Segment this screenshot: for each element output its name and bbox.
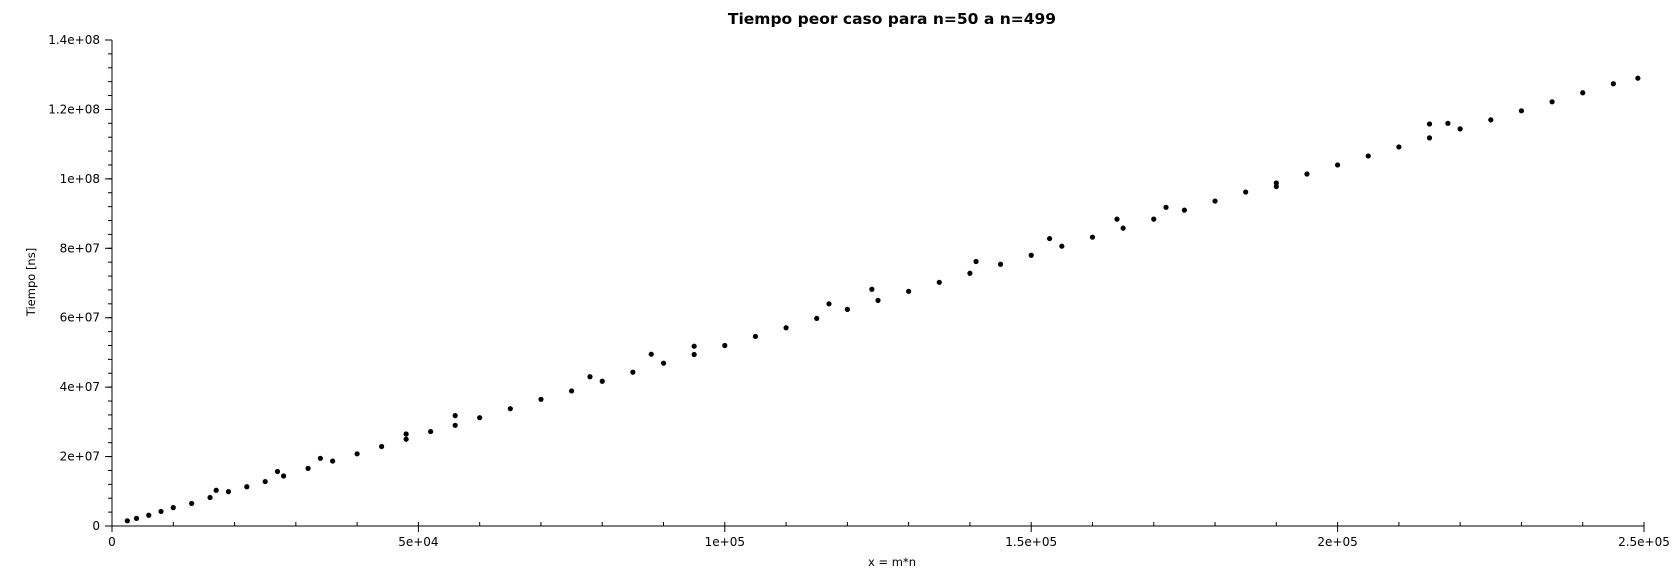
- data-point: [648, 351, 654, 357]
- y-tick-label: 1.2e+08: [48, 102, 100, 116]
- data-point: [1120, 225, 1126, 231]
- data-point: [330, 458, 336, 464]
- data-point: [691, 343, 697, 349]
- data-point: [1028, 252, 1034, 258]
- data-point: [1426, 135, 1433, 141]
- data-point: [280, 473, 287, 479]
- data-point: [630, 369, 636, 375]
- data-point: [1635, 75, 1641, 81]
- data-point: [722, 342, 728, 349]
- data-point: [1046, 235, 1053, 242]
- data-point: [452, 422, 458, 428]
- data-point: [569, 388, 575, 394]
- data-point: [826, 301, 832, 307]
- data-point: [599, 378, 605, 384]
- y-tick-label: 4e+07: [60, 380, 100, 394]
- data-point: [213, 487, 219, 493]
- data-point: [1518, 108, 1525, 114]
- data-point: [170, 505, 176, 511]
- axes: 0 5e+04 1e+05 1.5e+05 2e+05 2.5e+05 0 2e+07 4e+0…: [48, 33, 1670, 549]
- data-point: [814, 315, 820, 322]
- data-point: [1457, 126, 1463, 132]
- chart-title: Tiempo peor caso para n=50 a n=499: [728, 10, 1056, 28]
- data-point: [1114, 216, 1120, 222]
- x-tick-label: 0: [108, 535, 116, 549]
- y-tick-label: 1e+08: [60, 172, 100, 186]
- data-point: [317, 455, 323, 461]
- data-point: [225, 489, 232, 495]
- data-point: [1059, 243, 1065, 249]
- data-point: [1335, 162, 1341, 168]
- data-point: [967, 270, 973, 276]
- x-tick-label: 1e+05: [705, 535, 745, 549]
- data-point: [1580, 90, 1586, 96]
- data-point: [936, 279, 942, 285]
- data-point: [428, 428, 434, 435]
- data-point: [379, 443, 385, 450]
- data-point: [262, 478, 268, 485]
- data-point: [1163, 204, 1169, 210]
- x-axis-label: x = m*n: [868, 555, 916, 569]
- y-tick-label: 8e+07: [60, 241, 100, 255]
- data-point: [752, 333, 759, 340]
- data-point: [1365, 153, 1371, 159]
- data-point: [158, 508, 164, 515]
- y-tick-label: 1.4e+08: [48, 33, 100, 47]
- data-point: [274, 468, 281, 475]
- data-point: [1304, 171, 1310, 177]
- x-tick-label: 5e+04: [398, 535, 438, 549]
- data-point: [305, 465, 311, 471]
- data-point: [997, 261, 1004, 267]
- data-point: [1488, 117, 1494, 123]
- data-point: [1610, 81, 1616, 87]
- x-tick-label: 2.5e+05: [1618, 535, 1670, 549]
- data-point: [189, 500, 195, 507]
- data-point: [1273, 183, 1279, 190]
- data-point: [477, 415, 483, 421]
- data-point: [1243, 189, 1249, 195]
- data-point: [875, 297, 881, 303]
- data-point: [1181, 207, 1187, 213]
- data-point: [124, 518, 130, 524]
- data-point: [146, 512, 152, 518]
- data-point: [354, 451, 360, 457]
- data-point: [507, 406, 513, 412]
- data-point: [587, 374, 593, 380]
- data-point: [244, 484, 250, 490]
- data-point: [1445, 120, 1451, 126]
- data-point: [1212, 198, 1218, 204]
- y-tick-label: 2e+07: [60, 450, 100, 464]
- data-point: [869, 286, 875, 292]
- data-point: [403, 436, 409, 442]
- data-points: [124, 75, 1641, 524]
- y-tick-label: 0: [92, 519, 100, 533]
- data-point: [906, 288, 912, 294]
- data-point: [1426, 121, 1433, 127]
- data-point: [783, 325, 789, 331]
- data-point: [1151, 216, 1157, 222]
- y-tick-label: 6e+07: [60, 311, 100, 325]
- data-point: [660, 360, 667, 366]
- x-tick-label: 1.5e+05: [1005, 535, 1057, 549]
- data-point: [133, 515, 140, 521]
- data-point: [207, 494, 213, 501]
- data-point: [1549, 99, 1555, 105]
- data-point: [691, 351, 697, 358]
- data-point: [538, 396, 544, 402]
- data-point: [1396, 144, 1402, 150]
- data-point: [844, 306, 850, 312]
- y-axis-label: Tiempo [ns]: [24, 248, 38, 317]
- data-point: [452, 413, 458, 419]
- data-point: [1089, 234, 1096, 240]
- x-tick-label: 2e+05: [1317, 535, 1357, 549]
- data-point: [973, 258, 979, 265]
- data-point: [403, 431, 409, 437]
